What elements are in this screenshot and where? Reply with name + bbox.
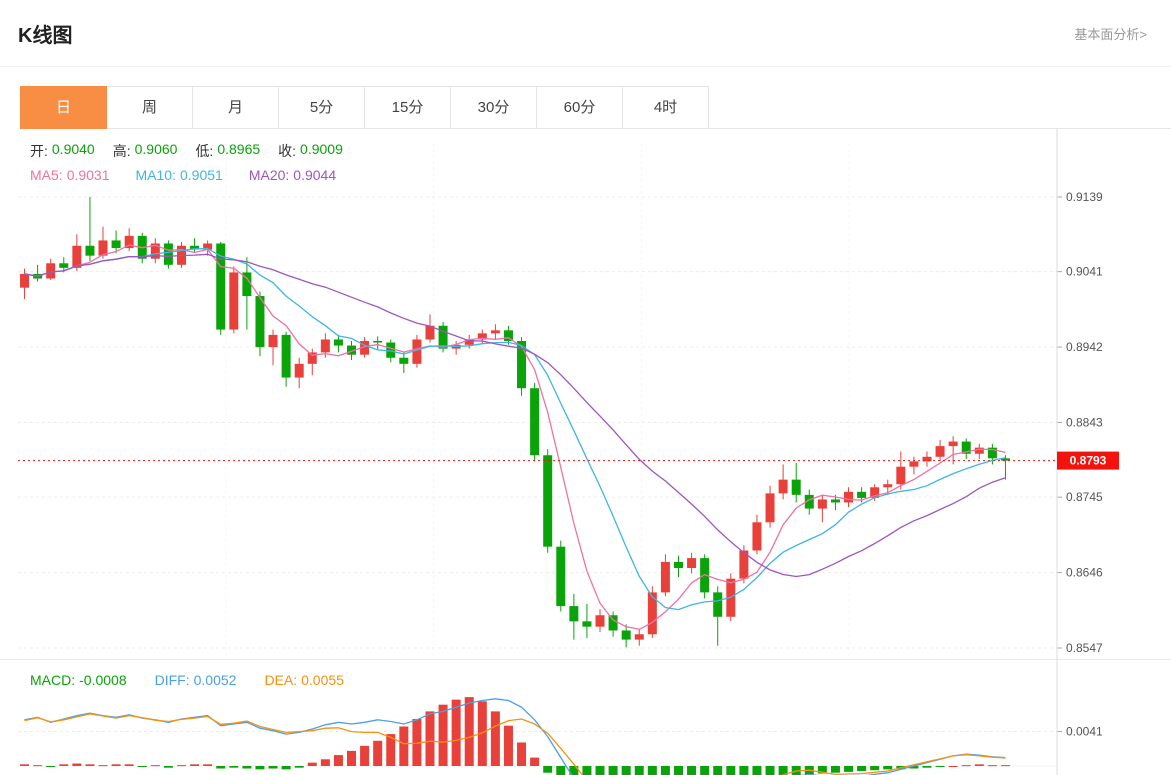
ma20-value: MA20: 0.9044 <box>248 167 337 183</box>
svg-text:0.9139: 0.9139 <box>1066 190 1103 204</box>
tab-month[interactable]: 月 <box>192 86 279 129</box>
price-gridlines-and-labels: 0.9139 0.9041 0.8942 0.8843 0.8745 0.8646 0.85… <box>18 190 1103 655</box>
fundamental-analysis-link[interactable]: 基本面分析> <box>1074 26 1147 42</box>
ma10-value: MA10: 0.9051 <box>135 167 223 183</box>
svg-text:0.8547: 0.8547 <box>1066 641 1103 655</box>
diff-value: DIFF: 0.0052 <box>154 672 237 688</box>
open-value: 开: 0.9040 <box>30 141 95 159</box>
ma5-line <box>24 244 1006 630</box>
tab-day[interactable]: 日 <box>20 86 107 129</box>
ma-legend: MA5: 0.9031 MA10: 0.9051 MA20: 0.9044 <box>30 167 336 183</box>
header: K线图 基本面分析> <box>0 0 1171 67</box>
tab-5min[interactable]: 5分 <box>278 86 365 129</box>
tab-60min[interactable]: 60分 <box>536 86 623 129</box>
tab-15min[interactable]: 15分 <box>364 86 451 129</box>
svg-text:0.8646: 0.8646 <box>1066 566 1103 580</box>
tabbar-filler <box>709 86 1171 129</box>
macd-legend: MACD: -0.0008 DIFF: 0.0052 DEA: 0.0055 <box>30 672 344 688</box>
tab-30min[interactable]: 30分 <box>450 86 537 129</box>
ma20-line <box>24 253 1006 578</box>
main-chart-area: 0.9139 0.9041 0.8942 0.8843 0.8745 0.8646 0.85… <box>0 129 1171 660</box>
diff-line <box>24 698 1006 775</box>
candlestick-chart[interactable]: 0.9139 0.9041 0.8942 0.8843 0.8745 0.8646 0.85… <box>0 129 1171 660</box>
macd-panel: 0.0041 MACD: -0.0008 DIFF: 0.0052 DEA: 0.00… <box>0 660 1171 775</box>
ohlc-legend: 开: 0.9040 高: 0.9060 低: 0.8965 收: 0.9009 <box>30 141 343 161</box>
macd-chart[interactable]: 0.0041 <box>0 660 1171 775</box>
svg-text:0.8942: 0.8942 <box>1066 340 1103 354</box>
tab-week[interactable]: 周 <box>106 86 193 129</box>
svg-text:0.8843: 0.8843 <box>1066 416 1103 430</box>
svg-text:0.8745: 0.8745 <box>1066 490 1103 504</box>
ma5-value: MA5: 0.9031 <box>30 167 110 183</box>
svg-text:0.9041: 0.9041 <box>1066 265 1103 279</box>
period-tabbar: 日 周 月 5分 15分 30分 60分 4时 <box>0 86 1171 129</box>
current-price-tag: 0.8793 <box>1057 451 1119 470</box>
vertical-gridlines <box>225 143 850 657</box>
svg-text:0.8793: 0.8793 <box>1070 454 1107 468</box>
macd-histogram <box>20 697 1010 775</box>
tab-4hour[interactable]: 4时 <box>622 86 709 129</box>
high-value: 高: 0.9060 <box>112 141 178 159</box>
macd-axis-label: 0.0041 <box>1066 725 1103 739</box>
ma10-line <box>24 247 1006 611</box>
close-value: 收: 0.9009 <box>278 141 343 159</box>
dea-value: DEA: 0.0055 <box>264 672 344 688</box>
low-value: 低: 0.8965 <box>195 141 261 159</box>
dea-line <box>24 713 1006 775</box>
macd-value: MACD: -0.0008 <box>30 672 127 688</box>
page-title: K线图 <box>18 24 73 47</box>
